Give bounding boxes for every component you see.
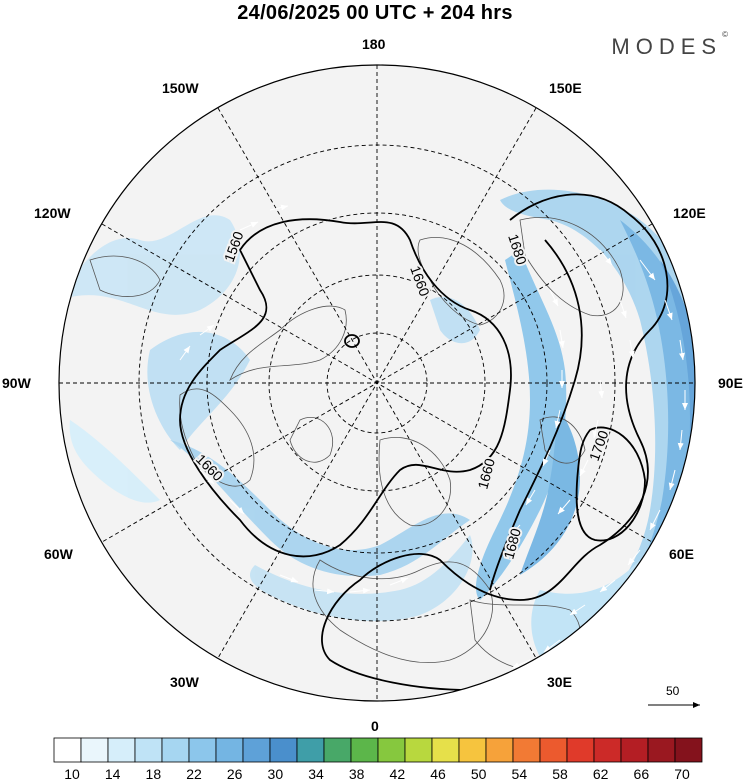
colorbar-swatch <box>647 737 676 763</box>
lon-label-90e: 90E <box>718 375 743 391</box>
lon-label-150w: 150W <box>162 80 199 96</box>
colorbar-tick-label: 54 <box>511 766 528 782</box>
wind-reference-value: 50 <box>666 684 680 698</box>
colorbar-tick-label: 10 <box>64 766 80 782</box>
colorbar-swatch <box>620 737 649 763</box>
colorbar-tick-label: 66 <box>633 766 650 782</box>
colorbar-swatch <box>593 737 622 763</box>
colorbar-swatch <box>350 737 379 763</box>
colorbar-swatch <box>107 737 136 763</box>
colorbar-swatch <box>323 737 352 763</box>
lon-label-120e: 120E <box>673 205 706 221</box>
colorbar-tick-label: 38 <box>348 766 365 782</box>
colorbar-tick-label: 58 <box>552 766 568 782</box>
lon-label-0: 0 <box>371 718 379 734</box>
longitude-grid <box>59 65 695 701</box>
lon-label-30w: 30W <box>170 674 199 690</box>
colorbar-swatch <box>80 737 109 763</box>
colorbar-swatch <box>134 737 163 763</box>
colorbar-tick-label: 42 <box>389 766 406 782</box>
lon-label-30e: 30E <box>547 674 572 690</box>
colorbar-tick-label: 70 <box>674 766 690 782</box>
colorbar-tick-label: 14 <box>104 766 121 782</box>
brand-logo: MODES© <box>611 30 728 60</box>
coastlines <box>89 217 624 672</box>
colorbar-swatch <box>431 737 460 763</box>
colorbar-swatch <box>512 737 541 763</box>
brand-mark: © <box>722 30 728 39</box>
lon-label-60w: 60W <box>44 546 73 562</box>
colorbar-swatch <box>539 737 568 763</box>
map-title: 24/06/2025 00 UTC + 204 hrs <box>237 2 513 24</box>
colorbar-swatch <box>566 737 595 763</box>
colorbar-swatch <box>242 737 271 763</box>
colorbar-swatch <box>674 737 703 763</box>
colorbar-swatch <box>53 737 82 763</box>
lon-label-180: 180 <box>362 36 386 52</box>
colorbar-tick-label: 50 <box>470 766 487 782</box>
lon-label-120w: 120W <box>34 205 71 221</box>
wind-vectors <box>179 204 688 669</box>
colorbar-swatch <box>377 737 406 763</box>
colorbar-tick-label: 18 <box>145 766 162 782</box>
lon-label-150e: 150E <box>549 80 582 96</box>
colorbar-swatch <box>458 737 487 763</box>
colorbar-swatch <box>404 737 433 763</box>
lon-label-90w: 90W <box>2 375 31 391</box>
colorbar <box>53 737 703 763</box>
brand-name: MODES <box>611 34 723 59</box>
colorbar-tick-label: 22 <box>186 766 202 782</box>
colorbar-swatch <box>296 737 325 763</box>
map-border <box>58 64 696 702</box>
colorbar-swatch <box>485 737 514 763</box>
colorbar-tick-label: 62 <box>592 766 609 782</box>
colorbar-tick-label: 30 <box>267 766 284 782</box>
colorbar-tick-label: 34 <box>308 766 324 782</box>
colorbar-swatch <box>161 737 190 763</box>
colorbar-tick-label: 46 <box>430 766 446 782</box>
lon-label-60e: 60E <box>669 546 694 562</box>
height-contours <box>179 193 669 691</box>
colorbar-tick-label: 26 <box>226 766 243 782</box>
colorbar-swatch <box>215 737 244 763</box>
colorbar-swatch <box>188 737 217 763</box>
colorbar-swatch <box>269 737 298 763</box>
